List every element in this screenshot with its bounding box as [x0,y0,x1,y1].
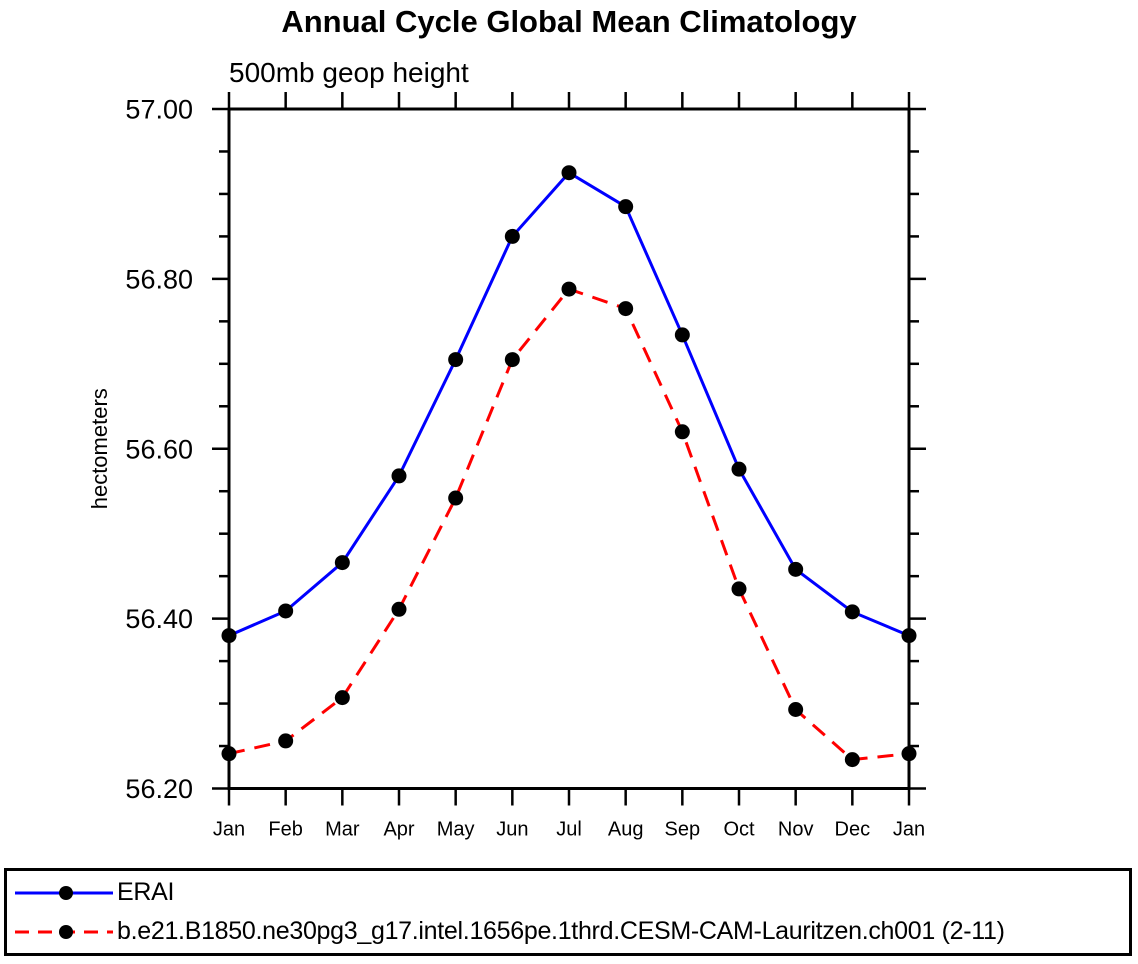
y-tick-label: 56.80 [125,264,193,294]
y-tick-label: 56.40 [125,604,193,634]
y-tick-label: 56.60 [125,434,193,464]
plot-area: hectometers Jan Feb Mar Apr May Jun Jul Aug Sep O… [87,92,926,841]
series-marker [618,301,634,317]
chart-subtitle: 500mb geop height [229,57,469,88]
series-marker [504,352,520,368]
legend: ERAI b.e21.B1850.ne30pg3_g17.intel.1656p… [4,868,1132,956]
series-marker [901,746,917,762]
legend-label-erai: ERAI [117,878,175,906]
series-marker [221,746,237,762]
x-tick-label: Sep [665,819,701,841]
legend-item-model: b.e21.B1850.ne30pg3_g17.intel.1656pe.1th… [11,912,1129,951]
y-axis-title: hectometers [87,388,112,509]
series-marker [221,628,237,644]
series-marker [504,228,520,244]
chart-title: Annual Cycle Global Mean Climatology [281,4,857,39]
legend-item-erai: ERAI [11,873,1129,912]
series-marker [391,468,407,484]
series-marker [448,490,464,506]
axes-layer: Jan Feb Mar Apr May Jun Jul Aug Sep Oct Nov Dec Jan 5… [125,92,926,841]
series-layer [221,165,917,768]
x-tick-label: Dec [835,819,871,841]
series-line-1 [228,287,910,762]
x-tick-label: Jan [893,819,925,841]
series-marker [561,165,577,181]
series-marker [788,561,804,577]
x-tick-label: Jan [213,819,245,841]
series-marker [674,424,690,440]
series-marker [844,752,860,768]
x-tick-label: Feb [268,819,302,841]
series-marker [334,555,350,571]
series-marker [618,199,634,215]
series-marker [901,628,917,644]
x-tick-label: May [437,819,475,841]
series-marker [448,352,464,368]
axis-box [227,107,911,790]
y-tick-label: 56.20 [125,774,193,804]
model-line-sample [15,924,113,939]
series-marker [844,604,860,620]
series-marker [788,702,804,718]
series-marker [731,461,747,477]
series-line-0 [228,170,910,637]
x-tick-label: Mar [325,819,360,841]
series-marker [674,327,690,343]
series-marker [391,601,407,617]
x-tick-label: Aug [608,819,644,841]
legend-label-model: b.e21.B1850.ne30pg3_g17.intel.1656pe.1th… [117,917,1005,945]
y-tick-label: 57.00 [125,95,193,125]
x-tick-label: Apr [383,819,414,841]
x-tick-label: Oct [723,819,755,841]
erai-line-sample [15,885,113,900]
series-marker [334,690,350,706]
x-tick-label: Nov [778,819,814,841]
series-marker [731,581,747,597]
series-marker [278,603,294,619]
x-tick-label: Jun [496,819,528,841]
series-marker [561,281,577,297]
x-tick-label: Jul [556,819,582,841]
series-marker [278,733,294,749]
